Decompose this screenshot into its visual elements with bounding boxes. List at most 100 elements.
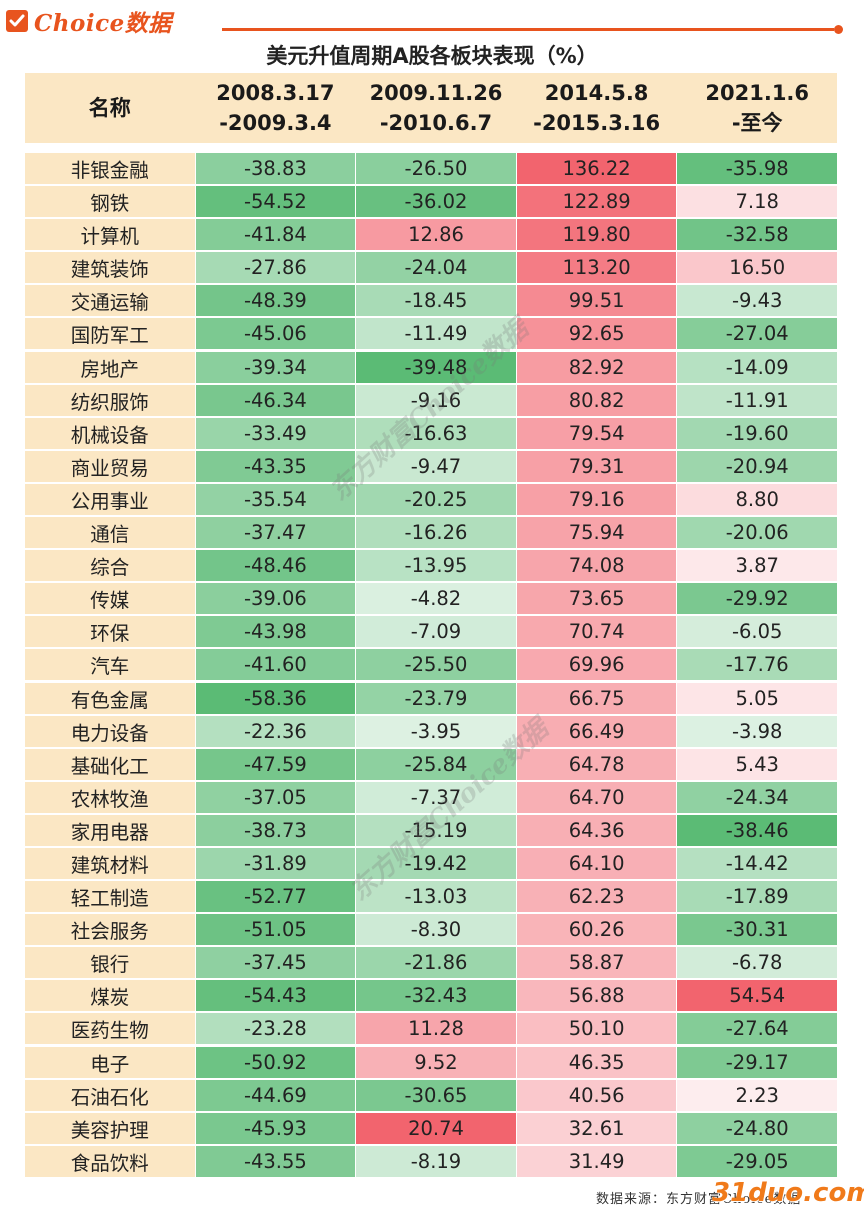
value-cell-period-2: 20.74 — [356, 1112, 516, 1144]
value-cell-period-2: -30.65 — [356, 1079, 516, 1111]
value-cell-period-1: -39.06 — [195, 583, 356, 615]
sector-name: 公用事业 — [25, 483, 195, 515]
value-cell-period-3: 82.92 — [516, 351, 677, 383]
sector-name: 有色金属 — [25, 682, 195, 714]
sector-name: 建筑装饰 — [25, 252, 195, 284]
value-cell-period-2: -3.95 — [356, 715, 516, 747]
table-row: 基础化工 -47.59 -25.84 64.78 5.43 — [25, 748, 838, 780]
value-cell-period-2: -39.48 — [356, 351, 516, 383]
value-cell-period-1: -23.28 — [195, 1013, 356, 1045]
value-cell-period-1: -50.92 — [195, 1046, 356, 1078]
table-row: 钢铁 -54.52 -36.02 122.89 7.18 — [25, 186, 838, 218]
table-row: 综合 -48.46 -13.95 74.08 3.87 — [25, 550, 838, 582]
value-cell-period-2: -9.47 — [356, 450, 516, 482]
sector-name: 社会服务 — [25, 914, 195, 946]
value-cell-period-3: 46.35 — [516, 1046, 677, 1078]
value-cell-period-3: 58.87 — [516, 947, 677, 979]
sector-name: 环保 — [25, 616, 195, 648]
value-cell-period-4: 54.54 — [677, 980, 838, 1012]
sector-name: 纺织服饰 — [25, 384, 195, 416]
name-column-header: 名称 — [88, 96, 131, 120]
value-cell-period-1: -54.52 — [195, 186, 356, 218]
value-cell-period-4: -20.94 — [677, 450, 838, 482]
value-cell-period-2: -32.43 — [356, 980, 516, 1012]
value-cell-period-3: 64.70 — [516, 781, 677, 813]
value-cell-period-4: 3.87 — [677, 550, 838, 582]
sector-name: 机械设备 — [25, 417, 195, 449]
period-header-3: 2014.5.8 -2015.3.16 — [517, 73, 677, 143]
value-cell-period-2: 9.52 — [356, 1046, 516, 1078]
table-header: 名称 2008.3.17 -2009.3.4 2009.11.26 -2010.… — [25, 73, 837, 143]
value-cell-period-2: 12.86 — [356, 219, 516, 251]
sector-name: 基础化工 — [25, 748, 195, 780]
checkmark-icon — [6, 10, 28, 32]
value-cell-period-3: 136.22 — [516, 153, 677, 184]
sector-name: 通信 — [25, 517, 195, 549]
table-row: 煤炭 -54.43 -32.43 56.88 54.54 — [25, 980, 838, 1012]
value-cell-period-1: -35.54 — [195, 483, 356, 515]
period-2-start: 2009.11.26 — [369, 81, 503, 105]
value-cell-period-4: -20.06 — [677, 517, 838, 549]
value-cell-period-4: -38.46 — [677, 814, 838, 846]
sector-name: 传媒 — [25, 583, 195, 615]
value-cell-period-4: -19.60 — [677, 417, 838, 449]
value-cell-period-2: -4.82 — [356, 583, 516, 615]
table-row: 交通运输 -48.39 -18.45 99.51 -9.43 — [25, 285, 838, 317]
value-cell-period-1: -58.36 — [195, 682, 356, 714]
sector-name: 计算机 — [25, 219, 195, 251]
table-row: 电子 -50.92 9.52 46.35 -29.17 — [25, 1046, 838, 1078]
sector-name: 医药生物 — [25, 1013, 195, 1045]
sector-name: 非银金融 — [25, 153, 195, 184]
table-row: 环保 -43.98 -7.09 70.74 -6.05 — [25, 616, 838, 648]
sector-name: 交通运输 — [25, 285, 195, 317]
value-cell-period-3: 60.26 — [516, 914, 677, 946]
value-cell-period-3: 79.31 — [516, 450, 677, 482]
value-cell-period-1: -31.89 — [195, 847, 356, 879]
value-cell-period-3: 74.08 — [516, 550, 677, 582]
value-cell-period-4: 16.50 — [677, 252, 838, 284]
value-cell-period-4: -14.09 — [677, 351, 838, 383]
value-cell-period-4: -6.05 — [677, 616, 838, 648]
table-row: 食品饮料 -43.55 -8.19 31.49 -29.05 — [25, 1145, 838, 1177]
table-row: 电力设备 -22.36 -3.95 66.49 -3.98 — [25, 715, 838, 747]
value-cell-period-4: -27.64 — [677, 1013, 838, 1045]
header-divider-dot — [834, 25, 843, 34]
value-cell-period-1: -46.34 — [195, 384, 356, 416]
table-row: 轻工制造 -52.77 -13.03 62.23 -17.89 — [25, 881, 838, 913]
value-cell-period-1: -27.86 — [195, 252, 356, 284]
value-cell-period-1: -37.05 — [195, 781, 356, 813]
value-cell-period-3: 62.23 — [516, 881, 677, 913]
value-cell-period-2: -7.09 — [356, 616, 516, 648]
value-cell-period-1: -51.05 — [195, 914, 356, 946]
value-cell-period-4: -17.89 — [677, 881, 838, 913]
value-cell-period-3: 56.88 — [516, 980, 677, 1012]
value-cell-period-3: 73.65 — [516, 583, 677, 615]
table-row: 农林牧渔 -37.05 -7.37 64.70 -24.34 — [25, 781, 838, 813]
table-row: 传媒 -39.06 -4.82 73.65 -29.92 — [25, 583, 838, 615]
value-cell-period-1: -44.69 — [195, 1079, 356, 1111]
sector-name: 建筑材料 — [25, 847, 195, 879]
value-cell-period-4: 8.80 — [677, 483, 838, 515]
value-cell-period-1: -47.59 — [195, 748, 356, 780]
sector-name: 汽车 — [25, 649, 195, 681]
value-cell-period-4: 7.18 — [677, 186, 838, 218]
value-cell-period-2: -26.50 — [356, 153, 516, 184]
value-cell-period-4: -14.42 — [677, 847, 838, 879]
value-cell-period-4: -35.98 — [677, 153, 838, 184]
table-row: 公用事业 -35.54 -20.25 79.16 8.80 — [25, 483, 838, 515]
value-cell-period-2: -11.49 — [356, 318, 516, 350]
value-cell-period-3: 113.20 — [516, 252, 677, 284]
value-cell-period-2: -13.03 — [356, 881, 516, 913]
value-cell-period-3: 119.80 — [516, 219, 677, 251]
brand-name: Choice数据 — [34, 10, 172, 37]
table-row: 机械设备 -33.49 -16.63 79.54 -19.60 — [25, 417, 838, 449]
sector-name: 商业贸易 — [25, 450, 195, 482]
value-cell-period-2: -7.37 — [356, 781, 516, 813]
period-1-start: 2008.3.17 — [216, 81, 335, 105]
value-cell-period-2: -8.30 — [356, 914, 516, 946]
table-row: 医药生物 -23.28 11.28 50.10 -27.64 — [25, 1013, 838, 1045]
value-cell-period-1: -37.47 — [195, 517, 356, 549]
value-cell-period-2: -21.86 — [356, 947, 516, 979]
value-cell-period-2: -15.19 — [356, 814, 516, 846]
chart-title: 美元升值周期A股各板块表现（%） — [266, 44, 598, 68]
